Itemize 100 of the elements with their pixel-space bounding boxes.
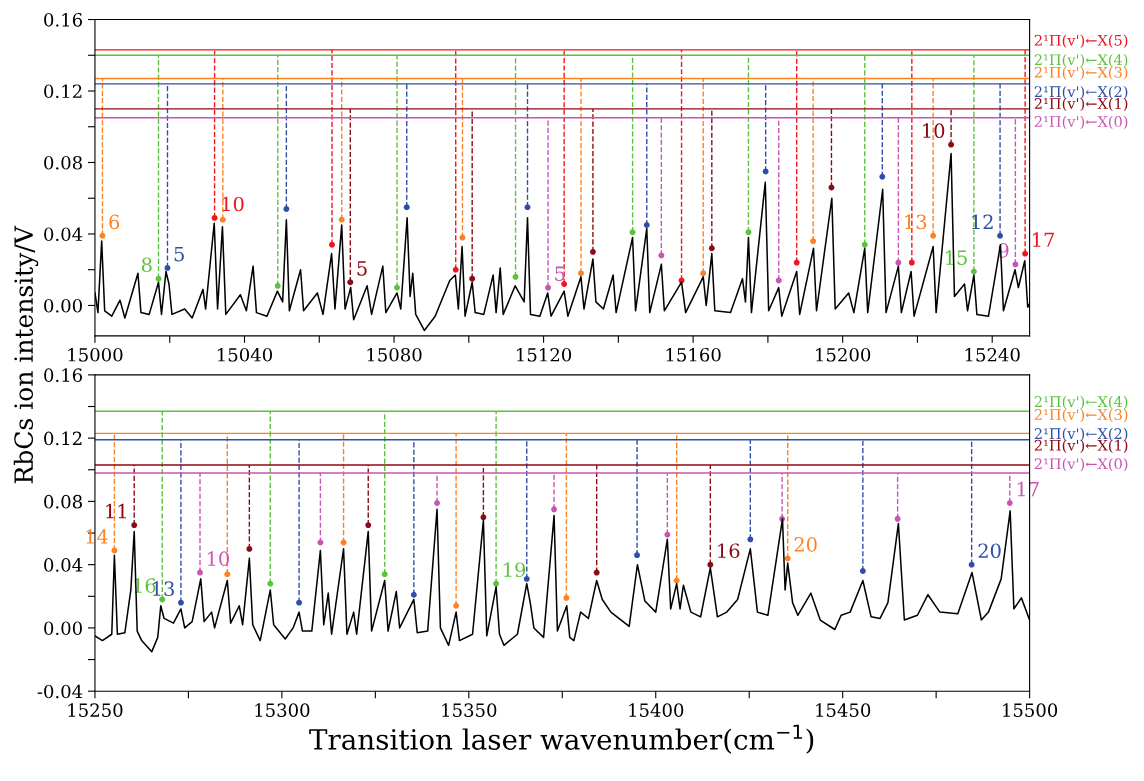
point [219,216,226,223]
annotation: 19 [504,562,526,578]
ref-line-label: 2¹Π(v')←X(2) [1034,85,1128,100]
annotation: 11 [106,503,126,519]
point [246,545,253,552]
point [453,602,460,609]
y-tick-label: 0.12 [44,431,82,446]
annotation: 10 [222,196,244,212]
point [524,204,531,211]
x-tick-label: 15450 [816,703,871,717]
point [211,214,218,221]
x-axis-title: Transition laser wavenumber(cm$^{−1}$) [309,724,814,754]
x-tick-label: 15000 [68,347,123,362]
point [707,561,714,568]
point [224,571,231,578]
annotation: 12 [972,214,993,229]
point [578,270,584,277]
point [634,552,640,559]
annotation: 5 [174,246,184,262]
point [480,514,487,521]
point [410,591,417,598]
y-tick-label: 0.16 [44,368,83,382]
point [1012,261,1019,268]
point [274,282,281,289]
annotation: 10 [923,123,945,139]
annotation: 6 [109,214,120,230]
annotation: 17 [1033,232,1055,247]
point [894,515,901,522]
point [658,252,665,259]
x-tick-label: 15250 [68,703,123,717]
x-tick-label: 15160 [666,347,721,362]
ref-line-label: 2¹Π(v')←X(4) [1034,53,1128,68]
ref-line-label: 2¹Π(v')←X(0) [1034,115,1128,130]
annotation: 5 [555,266,565,282]
point [879,173,886,180]
y-tick-label: 0.04 [44,227,83,242]
point [561,281,568,287]
point [747,536,754,543]
point [664,531,671,538]
y-tick-label: 0.08 [44,494,82,509]
point [708,245,715,252]
annotation: 10 [207,551,230,567]
point [563,594,570,601]
point [523,575,530,582]
ref-line-label: 2¹Π(v')←X(3) [1034,408,1128,423]
point [930,232,937,239]
annotation: 20 [794,537,817,552]
x-tick-label: 15350 [442,703,497,717]
point [997,232,1004,239]
point [861,241,868,248]
point [469,275,476,282]
ref-line-label: 2¹Π(v')←X(4) [1034,395,1128,410]
point [762,168,769,175]
annotation: 8 [141,257,152,273]
point [545,284,552,291]
point [459,234,466,241]
point [347,279,354,286]
y-tick-label: 0.16 [44,12,83,27]
annotation: 16 [718,543,740,559]
point [828,184,835,191]
y-tick-label: 0.00 [44,621,82,636]
point [317,539,324,546]
point [1006,500,1013,506]
point [197,569,203,576]
point [365,522,372,529]
ref-line-label: 2¹Π(v')←X(0) [1034,457,1128,472]
ref-line-label: 2¹Π(v')←X(5) [1034,34,1128,48]
annotation: 13 [905,214,927,230]
point [296,599,303,606]
point [394,284,400,291]
point [329,241,335,248]
point [784,555,791,562]
x-tick-label: 15400 [629,703,684,717]
point [267,580,274,587]
point [493,580,500,587]
point [177,599,184,606]
ref-line-label: 2¹Π(v')←X(1) [1034,439,1128,453]
point [551,506,557,513]
point [434,500,440,506]
point [700,270,707,277]
y-tick-label: -0.04 [37,684,83,699]
point [155,275,162,282]
x-tick-label: 15300 [255,703,310,717]
point [340,539,347,546]
annotation: 20 [978,543,1001,559]
point [131,522,138,529]
y-axis-title: RbCs ion intensity/V [13,225,39,484]
point [970,268,977,275]
point [283,206,290,212]
y-tick-label: 0.04 [44,558,83,572]
ref-line-label: 2¹Π(v')←X(2) [1034,427,1128,442]
point [968,561,975,568]
point [593,569,600,576]
point [859,568,866,574]
y-tick-label: 0.08 [44,155,82,170]
point [512,273,519,280]
y-tick-label: 0.12 [44,84,82,99]
point [629,229,636,236]
point [1022,250,1029,257]
ref-line-label: 2¹Π(v')←X(3) [1034,66,1128,80]
